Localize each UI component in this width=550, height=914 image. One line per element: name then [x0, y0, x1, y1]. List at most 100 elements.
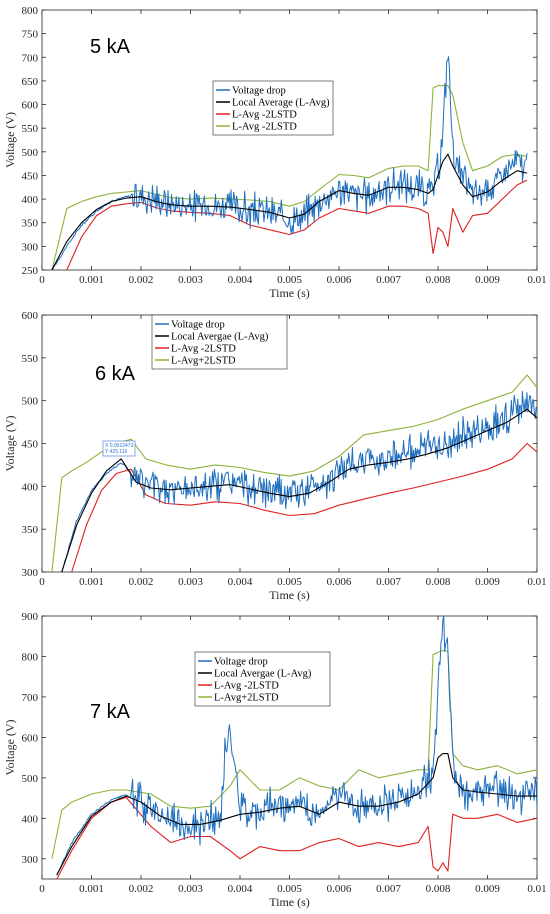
current-label: 5 kA — [90, 36, 131, 58]
y-tick-label: 800 — [22, 651, 39, 663]
x-tick-label: 0.003 — [178, 883, 203, 895]
y-tick-label: 650 — [22, 76, 39, 88]
x-tick-label: 0 — [39, 576, 45, 588]
legend-box — [151, 314, 288, 370]
y-axis-label: Voltage (V) — [3, 112, 17, 168]
x-axis-label: Time (s) — [269, 895, 310, 909]
x-tick-label: 0.006 — [327, 274, 352, 286]
y-tick-label: 300 — [22, 241, 39, 253]
y-tick-label: 600 — [22, 100, 39, 112]
y-tick-label: 450 — [22, 170, 39, 182]
series-line-3 — [71, 442, 537, 572]
y-tick-label: 600 — [22, 310, 39, 322]
x-axis-label: Time (s) — [269, 588, 310, 602]
current-label: 7 kA — [90, 701, 131, 723]
x-tick-label: 0.003 — [178, 576, 203, 588]
x-tick-label: 0.01 — [527, 274, 546, 286]
x-tick-label: 0 — [39, 883, 45, 895]
x-axis-label: Time (s) — [269, 286, 310, 300]
y-tick-label: 700 — [22, 52, 39, 64]
y-tick-label: 400 — [22, 481, 39, 493]
legend-entry: Voltage drop — [214, 657, 268, 668]
x-tick-label: 0.009 — [475, 274, 500, 286]
x-tick-label: 0.002 — [129, 576, 154, 588]
x-tick-label: 0.002 — [129, 883, 154, 895]
series-line-3 — [66, 179, 528, 270]
data-tip-box — [102, 440, 136, 457]
x-tick-label: 0.005 — [277, 576, 302, 588]
x-tick-label: 0.004 — [228, 576, 253, 588]
y-tick-label: 500 — [22, 773, 39, 785]
legend-box — [212, 80, 334, 136]
x-tick-label: 0.005 — [277, 883, 302, 895]
y-tick-label: 800 — [22, 5, 39, 17]
x-tick-label: 0.007 — [376, 274, 401, 286]
series-line-2 — [51, 153, 528, 270]
legend-entry: L-Avg -2LSTD — [214, 681, 279, 692]
x-tick-label: 0.009 — [475, 576, 500, 588]
x-tick-label: 0.001 — [79, 883, 104, 895]
legend-entry: Local Avergae (L-Avg) — [214, 669, 312, 680]
y-tick-label: 350 — [22, 524, 39, 536]
series-line-4 — [51, 374, 537, 572]
legend-entry: L-Avg -2LSTD — [232, 122, 297, 133]
y-axis-label: Voltage (V) — [3, 719, 17, 775]
x-tick-label: 0.007 — [376, 576, 401, 588]
x-tick-label: 0.008 — [426, 883, 451, 895]
data-tip-text: Y 425.116 — [105, 449, 128, 455]
series-group — [51, 374, 537, 572]
legend-box — [194, 651, 331, 707]
y-tick-label: 500 — [22, 396, 39, 408]
y-tick-label: 400 — [22, 194, 39, 206]
y-tick-label: 550 — [22, 353, 39, 365]
y-tick-label: 350 — [22, 218, 39, 230]
series-line-2 — [56, 753, 537, 876]
legend-entry: L-Avg -2LSTD — [232, 110, 297, 121]
x-tick-label: 0.007 — [376, 883, 401, 895]
x-tick-label: 0.008 — [426, 274, 451, 286]
y-tick-label: 250 — [22, 265, 39, 277]
series-group — [51, 56, 528, 270]
y-tick-label: 900 — [22, 611, 39, 623]
x-tick-label: 0.003 — [178, 274, 203, 286]
x-tick-label: 0.005 — [277, 274, 302, 286]
x-tick-label: 0.006 — [327, 883, 352, 895]
x-tick-label: 0.006 — [327, 576, 352, 588]
data-tip-text: X 0.0012473 — [105, 443, 134, 449]
x-tick-label: 0.001 — [79, 274, 104, 286]
chart-panel-2: 0 0.001 0.002 0.003 0.004 0.005 0.006 0.007 0.00… — [3, 310, 547, 602]
chart-panel-3: 0 0.001 0.002 0.003 0.004 0.005 0.006 0.007 0.00… — [3, 611, 547, 909]
x-tick-label: 0.002 — [129, 274, 154, 286]
x-tick-label: 0.009 — [475, 883, 500, 895]
legend-entry: L-Avg -2LSTD — [171, 344, 236, 355]
legend-entry: Local Average (L-Avg) — [232, 98, 330, 109]
series-line-2 — [61, 408, 537, 572]
legend-entry: L-Avg+2LSTD — [214, 693, 279, 704]
series-line-3 — [56, 796, 537, 879]
x-tick-label: 0.01 — [527, 883, 546, 895]
legend-entry: Voltage drop — [171, 320, 225, 331]
chart-panel-1: 0 0.001 0.002 0.003 0.004 0.005 0.006 0.007 0.00… — [3, 5, 547, 300]
legend-entry: L-Avg+2LSTD — [171, 356, 236, 367]
y-tick-label: 750 — [22, 29, 39, 41]
x-tick-label: 0.008 — [426, 576, 451, 588]
series-group — [51, 616, 537, 879]
y-tick-label: 300 — [22, 854, 39, 866]
current-label: 6 kA — [95, 363, 136, 385]
legend-entry: Local Avergae (L-Avg) — [171, 332, 269, 343]
x-tick-label: 0.001 — [79, 576, 104, 588]
y-tick-label: 700 — [22, 692, 39, 704]
x-tick-label: 0 — [39, 274, 45, 286]
plot-area — [41, 9, 538, 271]
y-tick-label: 550 — [22, 123, 39, 135]
series-line-1 — [61, 390, 537, 572]
x-tick-label: 0.01 — [527, 576, 546, 588]
y-axis-label: Voltage (V) — [3, 415, 17, 471]
x-tick-label: 0.004 — [228, 883, 253, 895]
y-tick-label: 500 — [22, 147, 39, 159]
legend-entry: Voltage drop — [232, 86, 286, 97]
